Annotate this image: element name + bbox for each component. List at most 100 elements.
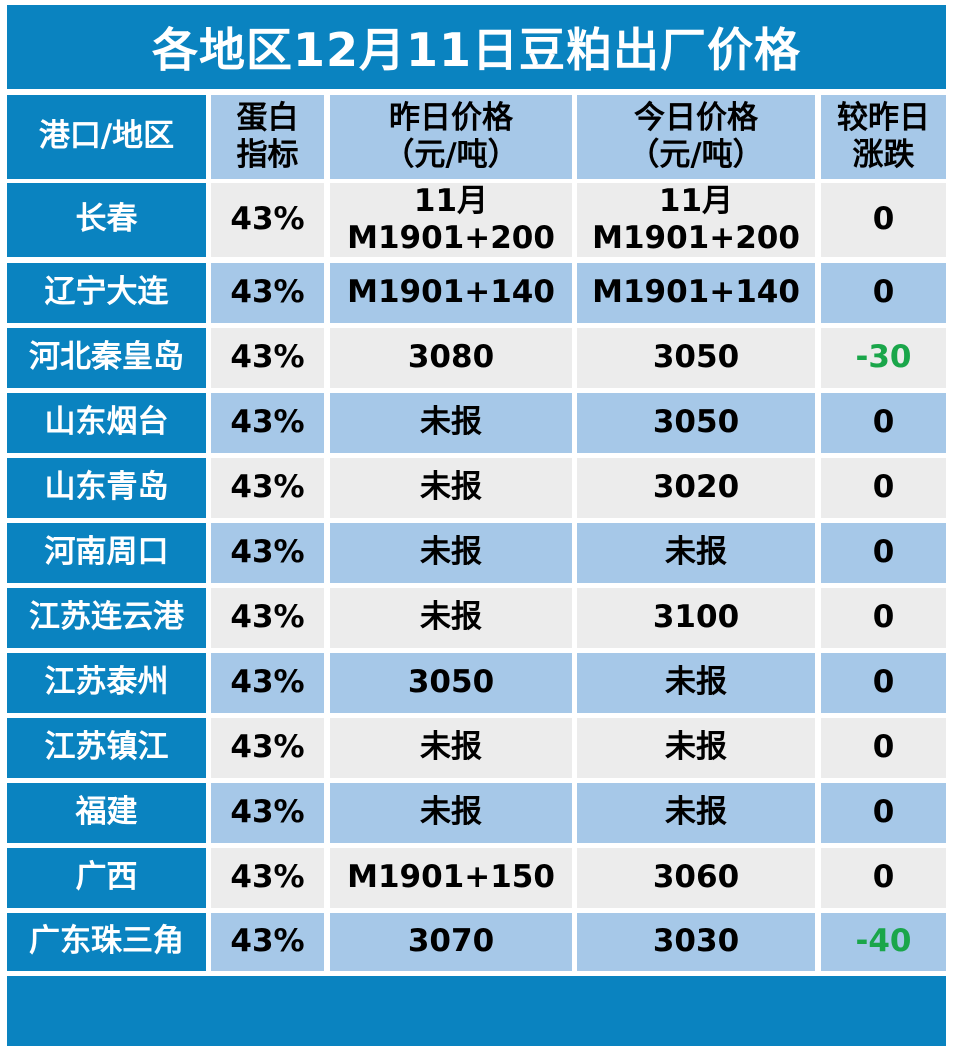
yesterday-price-cell: 3070 [330, 913, 572, 971]
today-price-value: M1901+140 [592, 274, 800, 311]
yesterday-price-value: 未报 [420, 404, 482, 441]
region-label: 山东青岛 [44, 469, 169, 506]
yesterday-price-value: M1901+150 [347, 859, 555, 896]
yesterday-price-value: 未报 [420, 599, 482, 636]
today-price-value: 3050 [652, 404, 740, 441]
protein-value: 43% [230, 201, 305, 238]
region-label: 江苏连云港 [29, 599, 184, 636]
protein-cell: 43% [211, 783, 324, 843]
today-price-cell: 3030 [577, 913, 815, 971]
yesterday-price-cell: 未报 [330, 588, 572, 648]
today-price-line1: 11月 [658, 182, 734, 219]
header-today-price: 今日价格 （元/吨） [577, 95, 815, 179]
protein-value: 43% [230, 794, 305, 831]
header-region-label: 港口/地区 [38, 118, 175, 155]
header-protein: 蛋白 指标 [211, 95, 324, 179]
protein-value: 43% [230, 923, 305, 960]
change-value: -30 [855, 339, 912, 376]
today-price-cell: 3020 [577, 458, 815, 518]
change-value: 0 [872, 469, 895, 506]
protein-cell: 43% [211, 393, 324, 453]
yesterday-price-value: M1901+140 [347, 274, 555, 311]
yesterday-price-cell: 3080 [330, 328, 572, 388]
footer-bar [7, 976, 946, 1046]
region-label: 广西 [75, 859, 138, 896]
region-label: 河北秦皇岛 [29, 339, 184, 376]
change-cell: -40 [821, 913, 946, 971]
change-value: 0 [872, 664, 895, 701]
protein-value: 43% [230, 599, 305, 636]
header-yesterday-price: 昨日价格 （元/吨） [330, 95, 572, 179]
table-row-region: 广西 [7, 848, 206, 908]
protein-value: 43% [230, 469, 305, 506]
protein-value: 43% [230, 859, 305, 896]
change-value: -40 [855, 923, 912, 960]
table-row-region: 江苏镇江 [7, 718, 206, 778]
table-row-region: 辽宁大连 [7, 263, 206, 323]
today-price-value: 3060 [652, 859, 740, 896]
today-price-value: 未报 [665, 664, 727, 701]
header-protein-line2: 指标 [236, 137, 299, 173]
table-row-region: 山东烟台 [7, 393, 206, 453]
protein-cell: 43% [211, 718, 324, 778]
protein-cell: 43% [211, 183, 324, 257]
protein-cell: 43% [211, 458, 324, 518]
change-cell: 0 [821, 523, 946, 583]
change-cell: 0 [821, 848, 946, 908]
today-price-value: 3050 [652, 339, 740, 376]
protein-cell: 43% [211, 848, 324, 908]
change-value: 0 [872, 729, 895, 766]
yesterday-price-value: 3080 [407, 339, 495, 376]
change-cell: 0 [821, 588, 946, 648]
today-price-cell: 3100 [577, 588, 815, 648]
table-row-region: 江苏连云港 [7, 588, 206, 648]
change-value: 0 [872, 599, 895, 636]
page-title: 各地区12月11日豆粕出厂价格 [7, 5, 946, 89]
today-price-line2: M1901+200 [592, 220, 800, 256]
today-price-cell: 3050 [577, 328, 815, 388]
header-yesterday-line1: 昨日价格 [388, 99, 513, 136]
change-value: 0 [872, 404, 895, 441]
table-row-region: 山东青岛 [7, 458, 206, 518]
protein-cell: 43% [211, 653, 324, 713]
protein-value: 43% [230, 729, 305, 766]
change-value: 0 [872, 201, 895, 238]
today-price-cell: 3060 [577, 848, 815, 908]
today-price-value: 3100 [652, 599, 740, 636]
yesterday-price-cell: 11月 M1901+200 [330, 183, 572, 257]
yesterday-price-cell: M1901+140 [330, 263, 572, 323]
yesterday-price-cell: 未报 [330, 523, 572, 583]
today-price-cell: 3050 [577, 393, 815, 453]
change-value: 0 [872, 534, 895, 571]
region-label: 长春 [75, 201, 138, 238]
yesterday-price-value: 未报 [420, 794, 482, 831]
yesterday-price-cell: 未报 [330, 783, 572, 843]
today-price-cell: 未报 [577, 653, 815, 713]
today-price-cell: 未报 [577, 718, 815, 778]
today-price-value: 3020 [652, 469, 740, 506]
yesterday-price-line2: M1901+200 [347, 220, 555, 256]
yesterday-price-value: 未报 [420, 729, 482, 766]
yesterday-price-cell: 未报 [330, 458, 572, 518]
change-value: 0 [872, 794, 895, 831]
region-label: 福建 [75, 794, 138, 831]
protein-cell: 43% [211, 588, 324, 648]
table-row-region: 河南周口 [7, 523, 206, 583]
header-change-line1: 较昨日 [837, 99, 930, 136]
table-row-region: 福建 [7, 783, 206, 843]
table-row-region: 长春 [7, 183, 206, 257]
today-price-value: 未报 [665, 534, 727, 571]
header-protein-line1: 蛋白 [236, 99, 299, 136]
region-label: 广东珠三角 [29, 923, 184, 960]
today-price-value: 未报 [665, 729, 727, 766]
yesterday-price-cell: 未报 [330, 718, 572, 778]
today-price-value: 3030 [652, 923, 740, 960]
change-value: 0 [872, 274, 895, 311]
today-price-cell: 未报 [577, 523, 815, 583]
region-label: 江苏泰州 [44, 664, 169, 701]
change-cell: -30 [821, 328, 946, 388]
region-label: 河南周口 [44, 534, 169, 571]
table-row-region: 江苏泰州 [7, 653, 206, 713]
header-region: 港口/地区 [7, 95, 206, 179]
yesterday-price-value: 未报 [420, 469, 482, 506]
